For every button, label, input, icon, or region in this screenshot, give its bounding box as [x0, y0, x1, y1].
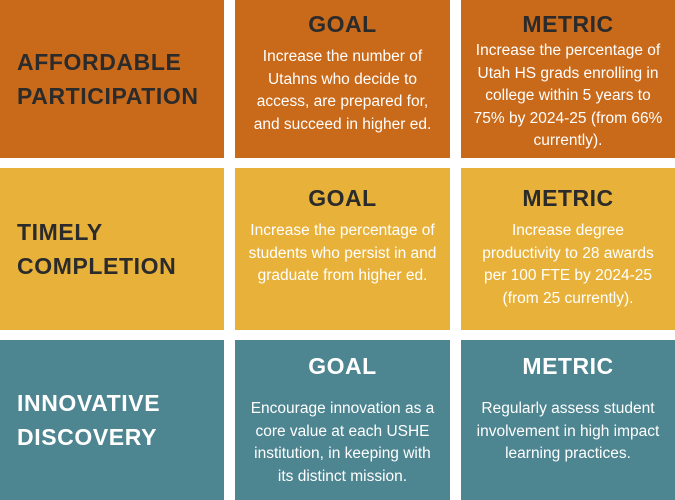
category-cell-innovative-discovery: INNOVATIVE DISCOVERY [0, 340, 224, 500]
metric-heading: METRIC [522, 353, 614, 379]
category-title: INNOVATIVE DISCOVERY [17, 390, 161, 450]
goal-cell-timely-completion: GOAL Increase the percentage of students… [235, 168, 450, 330]
goal-text: Increase the percentage of students who … [248, 222, 437, 284]
metric-text: Increase degree productivity to 28 award… [482, 222, 654, 307]
metric-heading: METRIC [522, 11, 614, 37]
category-title: TIMELY COMPLETION [17, 219, 177, 279]
category-cell-affordable-participation: AFFORDABLE PARTICIPATION [0, 0, 224, 158]
goal-heading: GOAL [308, 11, 377, 37]
goal-heading: GOAL [308, 185, 377, 211]
goal-cell-innovative-discovery: GOAL Encourage innovation as a core valu… [235, 340, 450, 500]
metric-cell-innovative-discovery: METRIC Regularly assess student involvem… [461, 340, 675, 500]
metric-cell-timely-completion: METRIC Increase degree productivity to 2… [461, 168, 675, 330]
goal-cell-affordable-participation: GOAL Increase the number of Utahns who d… [235, 0, 450, 158]
goal-text: Increase the number of Utahns who decide… [253, 48, 432, 133]
metric-text: Regularly assess student involvement in … [476, 400, 660, 462]
category-title: AFFORDABLE PARTICIPATION [17, 49, 199, 109]
goal-text: Encourage innovation as a core value at … [250, 400, 435, 485]
metric-cell-affordable-participation: METRIC Increase the percentage of Utah H… [461, 0, 675, 158]
goal-heading: GOAL [308, 353, 377, 379]
metric-heading: METRIC [522, 185, 614, 211]
category-cell-timely-completion: TIMELY COMPLETION [0, 168, 224, 330]
metric-text: Increase the percentage of Utah HS grads… [473, 42, 663, 149]
